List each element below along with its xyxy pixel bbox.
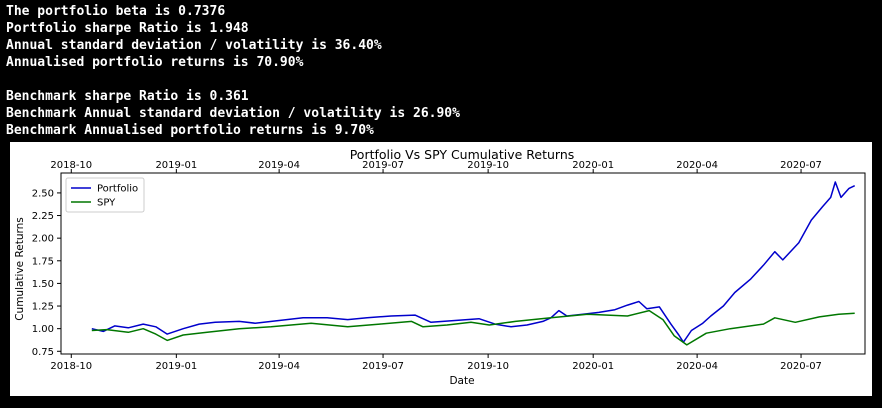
x-tick-label: 2020-01 [572,361,614,372]
x-top-tick-label: 2019-01 [155,160,197,171]
console-line: Annual standard deviation / volatility i… [6,38,382,53]
console-line: Benchmark Annualised portfolio returns i… [6,123,374,138]
y-tick-label: 1.00 [32,324,54,335]
console-line: Benchmark Annual standard deviation / vo… [6,106,460,121]
y-tick-label: 2.25 [32,211,54,222]
chart-legend: Portfolio SPY [65,177,145,213]
x-top-tick-label: 2020-04 [676,160,718,171]
y-axis-label: Cumulative Returns [14,217,26,321]
console-line: Annualised portfolio returns is 70.90% [6,55,304,70]
x-top-tick-label: 2019-04 [258,160,300,171]
y-tick-label: 1.50 [32,279,54,290]
console-output: The portfolio beta is 0.7376 Portfolio sh… [6,3,460,139]
series-lines [91,181,856,346]
console-line: The portfolio beta is 0.7376 [6,4,226,19]
x-ticks-top: 2018-10 2019-01 2019-04 2019-07 2019-10 2020-… [50,160,822,173]
x-tick-label: 2019-07 [362,361,404,372]
x-tick-label: 2019-04 [258,361,300,372]
y-tick-label: 2.00 [32,234,54,245]
x-top-tick-label: 2019-07 [362,160,404,171]
x-top-tick-label: 2019-10 [467,160,509,171]
axes-frame [60,172,866,355]
y-ticks: 0.75 1.00 1.25 1.50 1.75 2.00 2.25 2.50 [32,188,61,358]
legend-label: Portfolio [97,184,138,195]
y-tick-label: 1.75 [32,256,54,267]
console-line: Benchmark sharpe Ratio is 0.361 [6,89,249,104]
x-ticks: 2018-10 2019-01 2019-04 2019-07 2019-10 2020-… [50,354,822,372]
series-line-spy [91,309,855,346]
x-axis-label: Date [449,375,474,387]
y-tick-label: 0.75 [32,347,54,358]
x-top-tick-label: 2020-01 [572,160,614,171]
x-top-tick-label: 2020-07 [780,160,822,171]
chart-title: Portfolio Vs SPY Cumulative Returns [350,147,575,162]
legend-box [65,177,145,213]
series-line-portfolio [91,181,856,343]
x-tick-label: 2019-10 [467,361,509,372]
x-tick-label: 2020-04 [676,361,718,372]
y-tick-label: 1.25 [32,302,54,313]
console-line [6,71,460,88]
console-line: Portfolio sharpe Ratio is 1.948 [6,21,249,36]
x-tick-label: 2018-10 [50,361,92,372]
legend-label: SPY [97,198,116,209]
x-top-tick-label: 2018-10 [50,160,92,171]
x-tick-label: 2020-07 [780,361,822,372]
chart-figure: Portfolio Vs SPY Cumulative Returns 2018… [10,142,872,396]
plot-frame [60,172,866,355]
cumulative-returns-chart: Portfolio Vs SPY Cumulative Returns 2018… [14,147,866,387]
x-tick-label: 2019-01 [155,361,197,372]
y-tick-label: 2.50 [32,188,54,199]
